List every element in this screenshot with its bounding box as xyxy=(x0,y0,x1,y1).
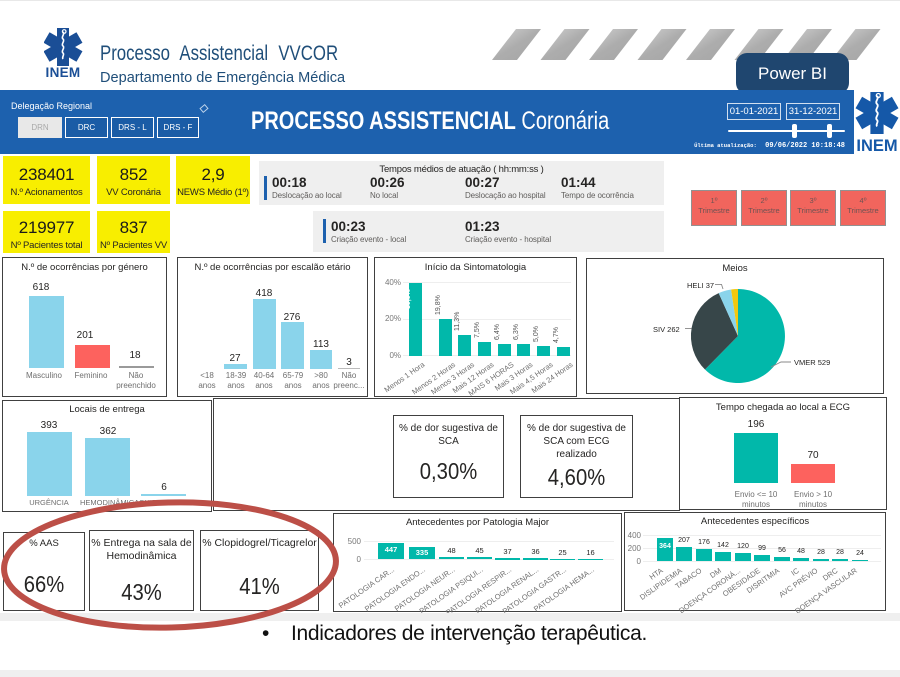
svg-text:INEM: INEM xyxy=(856,137,897,154)
svg-text:INEM: INEM xyxy=(46,65,81,79)
